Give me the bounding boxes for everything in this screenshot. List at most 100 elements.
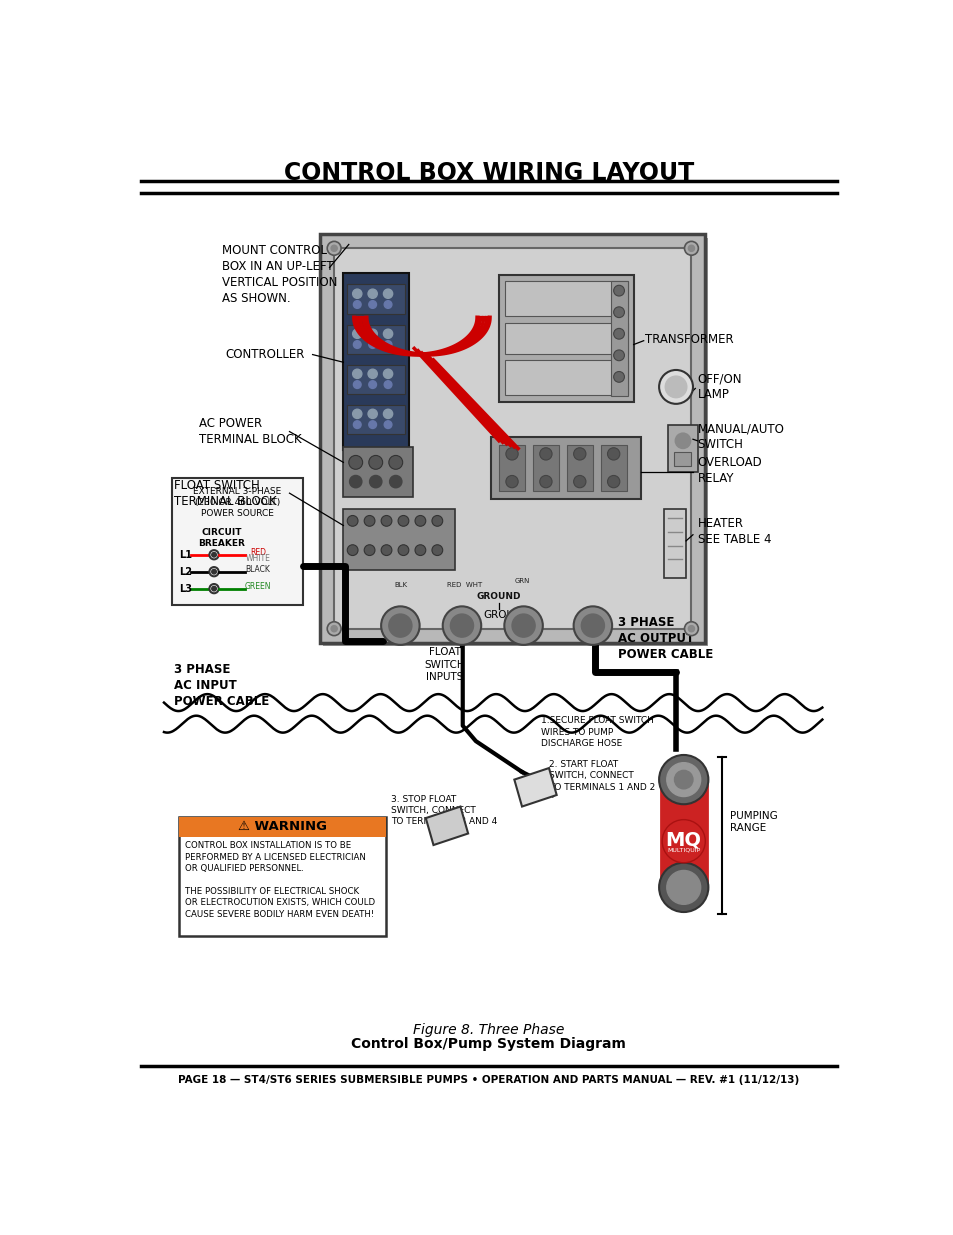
- Text: CIRCUIT
BREAKER: CIRCUIT BREAKER: [198, 527, 245, 548]
- Text: Control Box/Pump System Diagram: Control Box/Pump System Diagram: [351, 1036, 626, 1051]
- FancyBboxPatch shape: [504, 282, 627, 316]
- Text: L3: L3: [179, 584, 193, 594]
- FancyBboxPatch shape: [343, 273, 409, 450]
- Circle shape: [659, 755, 708, 804]
- Circle shape: [210, 567, 218, 577]
- Circle shape: [573, 448, 585, 461]
- Circle shape: [369, 421, 376, 429]
- FancyBboxPatch shape: [179, 816, 385, 836]
- Circle shape: [210, 584, 218, 593]
- Circle shape: [347, 545, 357, 556]
- Circle shape: [349, 475, 361, 488]
- Circle shape: [353, 289, 361, 299]
- Text: 2. START FLOAT
SWITCH, CONNECT
TO TERMINALS 1 AND 2: 2. START FLOAT SWITCH, CONNECT TO TERMIN…: [548, 761, 655, 792]
- Circle shape: [674, 771, 692, 789]
- Text: L1: L1: [179, 550, 193, 559]
- FancyBboxPatch shape: [664, 509, 685, 578]
- FancyBboxPatch shape: [504, 324, 627, 353]
- Circle shape: [381, 545, 392, 556]
- FancyBboxPatch shape: [491, 437, 640, 499]
- Circle shape: [688, 626, 694, 632]
- FancyBboxPatch shape: [172, 478, 302, 605]
- Circle shape: [442, 606, 480, 645]
- Text: MANUAL/AUTO
SWITCH: MANUAL/AUTO SWITCH: [697, 422, 783, 452]
- Text: MULTIQUIP: MULTIQUIP: [666, 848, 700, 853]
- Circle shape: [369, 475, 381, 488]
- FancyBboxPatch shape: [533, 445, 558, 490]
- Text: TRANSFORMER: TRANSFORMER: [644, 332, 733, 346]
- Circle shape: [573, 475, 585, 488]
- Text: 1.SECURE FLOAT SWITCH
WIRES TO PUMP
DISCHARGE HOSE: 1.SECURE FLOAT SWITCH WIRES TO PUMP DISC…: [540, 716, 654, 747]
- Text: Figure 8. Three Phase: Figure 8. Three Phase: [413, 1023, 564, 1037]
- Circle shape: [381, 515, 392, 526]
- Polygon shape: [514, 768, 557, 806]
- FancyBboxPatch shape: [566, 445, 592, 490]
- FancyBboxPatch shape: [347, 325, 405, 353]
- Circle shape: [684, 621, 698, 636]
- Text: GROUND: GROUND: [476, 592, 520, 600]
- Circle shape: [349, 456, 362, 469]
- Circle shape: [389, 614, 412, 637]
- Circle shape: [347, 515, 357, 526]
- Text: FLOAT
SWITCH
INPUTS: FLOAT SWITCH INPUTS: [424, 647, 465, 682]
- Text: EXTERNAL 3-PHASE
(230 OR 460 VOLT)
POWER SOURCE: EXTERNAL 3-PHASE (230 OR 460 VOLT) POWER…: [193, 487, 281, 519]
- Text: FLOAT SWITCH
TERMINAL BLOCK: FLOAT SWITCH TERMINAL BLOCK: [173, 479, 276, 508]
- FancyBboxPatch shape: [347, 405, 405, 433]
- Circle shape: [369, 300, 376, 309]
- Text: CONTROL BOX INSTALLATION IS TO BE
PERFORMED BY A LICENSED ELECTRICIAN
OR QUALIFI: CONTROL BOX INSTALLATION IS TO BE PERFOR…: [185, 841, 375, 919]
- Text: CONTROLLER: CONTROLLER: [225, 348, 305, 361]
- Circle shape: [684, 241, 698, 256]
- Circle shape: [607, 475, 619, 488]
- FancyBboxPatch shape: [659, 779, 706, 888]
- Circle shape: [353, 300, 361, 309]
- Text: PUMPING
RANGE: PUMPING RANGE: [729, 810, 777, 834]
- Text: RED  WHT: RED WHT: [446, 582, 481, 588]
- Circle shape: [415, 545, 425, 556]
- Text: GRN: GRN: [514, 578, 529, 584]
- Circle shape: [384, 421, 392, 429]
- FancyBboxPatch shape: [498, 275, 633, 403]
- Circle shape: [384, 341, 392, 348]
- Text: WHITE: WHITE: [245, 555, 270, 563]
- FancyBboxPatch shape: [674, 452, 691, 466]
- Text: AC POWER
TERMINAL BLOCK: AC POWER TERMINAL BLOCK: [198, 417, 301, 446]
- Circle shape: [384, 300, 392, 309]
- Circle shape: [383, 409, 393, 419]
- Circle shape: [397, 545, 409, 556]
- Circle shape: [659, 863, 708, 911]
- FancyBboxPatch shape: [504, 359, 627, 395]
- Circle shape: [364, 515, 375, 526]
- Circle shape: [353, 409, 361, 419]
- Text: GROUND: GROUND: [483, 610, 530, 620]
- Text: OFF/ON
LAMP: OFF/ON LAMP: [697, 373, 741, 401]
- Circle shape: [613, 285, 624, 296]
- Polygon shape: [425, 806, 468, 845]
- Circle shape: [512, 614, 535, 637]
- Circle shape: [450, 614, 473, 637]
- Circle shape: [613, 372, 624, 383]
- Circle shape: [675, 433, 690, 448]
- Text: PAGE 18 — ST4/ST6 SERIES SUBMERSIBLE PUMPS • OPERATION AND PARTS MANUAL — REV. #: PAGE 18 — ST4/ST6 SERIES SUBMERSIBLE PUM…: [178, 1074, 799, 1084]
- Text: CONTROL BOX WIRING LAYOUT: CONTROL BOX WIRING LAYOUT: [283, 161, 694, 185]
- FancyBboxPatch shape: [347, 364, 405, 394]
- Circle shape: [331, 246, 336, 252]
- Circle shape: [613, 306, 624, 317]
- Circle shape: [397, 515, 409, 526]
- Text: OVERLOAD
RELAY: OVERLOAD RELAY: [697, 456, 761, 484]
- Text: HEATER
SEE TABLE 4: HEATER SEE TABLE 4: [697, 517, 770, 546]
- FancyBboxPatch shape: [343, 509, 455, 571]
- Circle shape: [539, 448, 552, 461]
- Circle shape: [327, 621, 341, 636]
- Circle shape: [369, 456, 382, 469]
- FancyBboxPatch shape: [610, 282, 627, 396]
- Circle shape: [688, 246, 694, 252]
- Circle shape: [364, 545, 375, 556]
- FancyBboxPatch shape: [600, 445, 626, 490]
- Text: 3 PHASE
AC INPUT
POWER CABLE: 3 PHASE AC INPUT POWER CABLE: [173, 662, 269, 708]
- Circle shape: [212, 587, 216, 592]
- Circle shape: [613, 350, 624, 361]
- Circle shape: [389, 475, 401, 488]
- Circle shape: [389, 456, 402, 469]
- Text: ⚠ WARNING: ⚠ WARNING: [238, 820, 327, 834]
- Text: L2: L2: [179, 567, 193, 577]
